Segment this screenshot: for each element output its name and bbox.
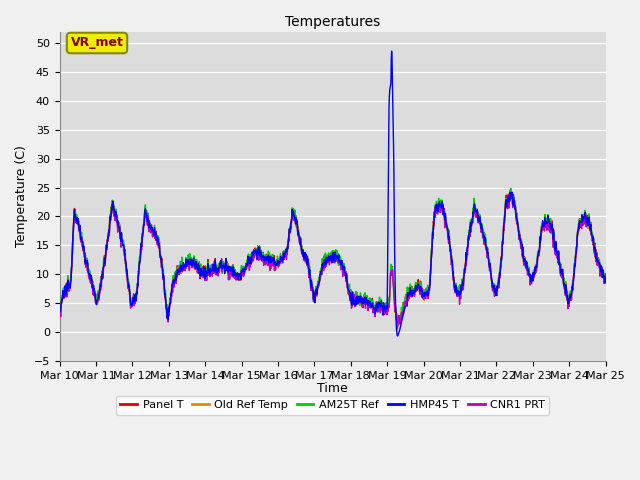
Panel T xyxy=(177,264,185,270)
Old Ref Temp xyxy=(418,292,426,298)
CNR1 PRT xyxy=(394,326,401,332)
CNR1 PRT xyxy=(238,270,246,276)
HMP45 T xyxy=(164,315,172,321)
Title: Temperatures: Temperatures xyxy=(285,15,380,29)
Legend: Panel T, Old Ref Temp, AM25T Ref, HMP45 T, CNR1 PRT: Panel T, Old Ref Temp, AM25T Ref, HMP45 … xyxy=(116,396,549,415)
CNR1 PRT xyxy=(418,294,426,300)
Old Ref Temp xyxy=(489,287,497,292)
Old Ref Temp xyxy=(56,315,63,321)
AM25T Ref xyxy=(418,285,426,291)
Panel T xyxy=(489,283,497,289)
AM25T Ref xyxy=(538,224,545,229)
Old Ref Temp xyxy=(507,191,515,197)
HMP45 T xyxy=(418,288,426,293)
AM25T Ref xyxy=(238,266,246,272)
Old Ref Temp xyxy=(602,272,609,277)
AM25T Ref xyxy=(602,271,609,276)
HMP45 T xyxy=(177,268,185,274)
AM25T Ref xyxy=(177,263,185,269)
AM25T Ref xyxy=(56,307,63,313)
Line: Panel T: Panel T xyxy=(60,191,605,322)
Panel T xyxy=(164,313,172,319)
Panel T xyxy=(602,274,609,279)
CNR1 PRT xyxy=(602,271,609,277)
Old Ref Temp xyxy=(177,271,185,276)
HMP45 T xyxy=(490,286,497,291)
Line: Old Ref Temp: Old Ref Temp xyxy=(60,194,605,325)
Text: VR_met: VR_met xyxy=(70,36,124,49)
Panel T xyxy=(418,285,426,290)
Panel T xyxy=(238,269,246,275)
CNR1 PRT xyxy=(164,317,172,323)
Panel T xyxy=(56,311,63,317)
AM25T Ref xyxy=(489,283,497,288)
Old Ref Temp xyxy=(238,272,246,277)
Old Ref Temp xyxy=(538,229,545,235)
HMP45 T xyxy=(394,333,401,339)
AM25T Ref xyxy=(395,319,403,324)
X-axis label: Time: Time xyxy=(317,382,348,395)
Line: CNR1 PRT: CNR1 PRT xyxy=(60,194,605,329)
Y-axis label: Temperature (C): Temperature (C) xyxy=(15,145,28,247)
HMP45 T xyxy=(56,309,63,314)
HMP45 T xyxy=(238,267,246,273)
CNR1 PRT xyxy=(489,286,497,292)
HMP45 T xyxy=(538,227,545,232)
CNR1 PRT xyxy=(538,227,545,232)
CNR1 PRT xyxy=(177,265,185,271)
Panel T xyxy=(507,188,515,193)
HMP45 T xyxy=(388,48,396,54)
AM25T Ref xyxy=(164,310,172,316)
Panel T xyxy=(396,319,404,325)
Old Ref Temp xyxy=(164,313,172,319)
HMP45 T xyxy=(602,274,609,280)
CNR1 PRT xyxy=(508,192,515,197)
Panel T xyxy=(538,224,545,229)
CNR1 PRT xyxy=(56,314,63,320)
AM25T Ref xyxy=(507,185,515,191)
Line: AM25T Ref: AM25T Ref xyxy=(60,188,605,322)
Old Ref Temp xyxy=(395,323,403,328)
Line: HMP45 T: HMP45 T xyxy=(60,51,605,336)
